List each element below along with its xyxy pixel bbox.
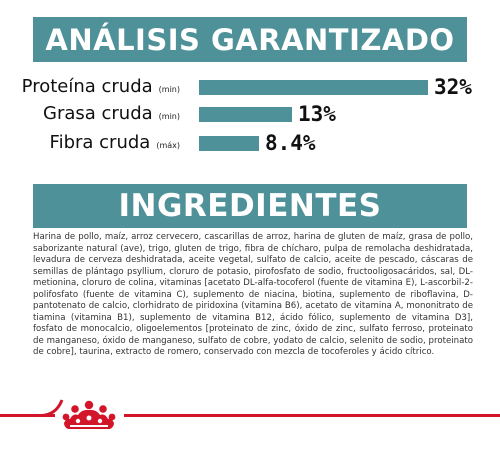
nutrient-value: 13% xyxy=(298,102,336,126)
ingredients-list: Harina de pollo, maíz, arroz cervecero, … xyxy=(33,232,473,357)
nutrient-qualifier: (min) xyxy=(158,85,180,94)
nutrient-row-protein: Proteína cruda (min) 32% xyxy=(0,74,500,100)
ingredients-title: INGREDIENTES xyxy=(118,188,382,224)
nutrient-name: Proteína cruda xyxy=(21,76,153,97)
nutrient-bar xyxy=(199,136,259,151)
nutrient-name: Grasa cruda xyxy=(43,103,153,124)
royal-canin-crown-icon xyxy=(62,400,116,429)
footer-curve xyxy=(40,399,64,417)
ingredients-banner: INGREDIENTES xyxy=(33,184,467,228)
nutrient-bar xyxy=(199,107,292,122)
analysis-title: ANÁLISIS GARANTIZADO xyxy=(45,22,455,57)
nutrient-value: 32% xyxy=(434,75,472,99)
nutrient-bar xyxy=(199,80,428,95)
nutrient-qualifier: (min) xyxy=(158,112,180,121)
nutrient-row-fiber: Fibra cruda (máx) 8.4% xyxy=(0,130,500,156)
footer-rule-right xyxy=(124,414,500,417)
nutrient-qualifier: (máx) xyxy=(156,141,180,150)
nutrient-row-fat: Grasa cruda (min) 13% xyxy=(0,101,500,127)
nutrient-value: 8.4% xyxy=(265,131,316,155)
footer-rule-left xyxy=(0,414,55,417)
nutrient-name: Fibra cruda xyxy=(49,132,151,153)
analysis-banner: ANÁLISIS GARANTIZADO xyxy=(33,17,467,62)
